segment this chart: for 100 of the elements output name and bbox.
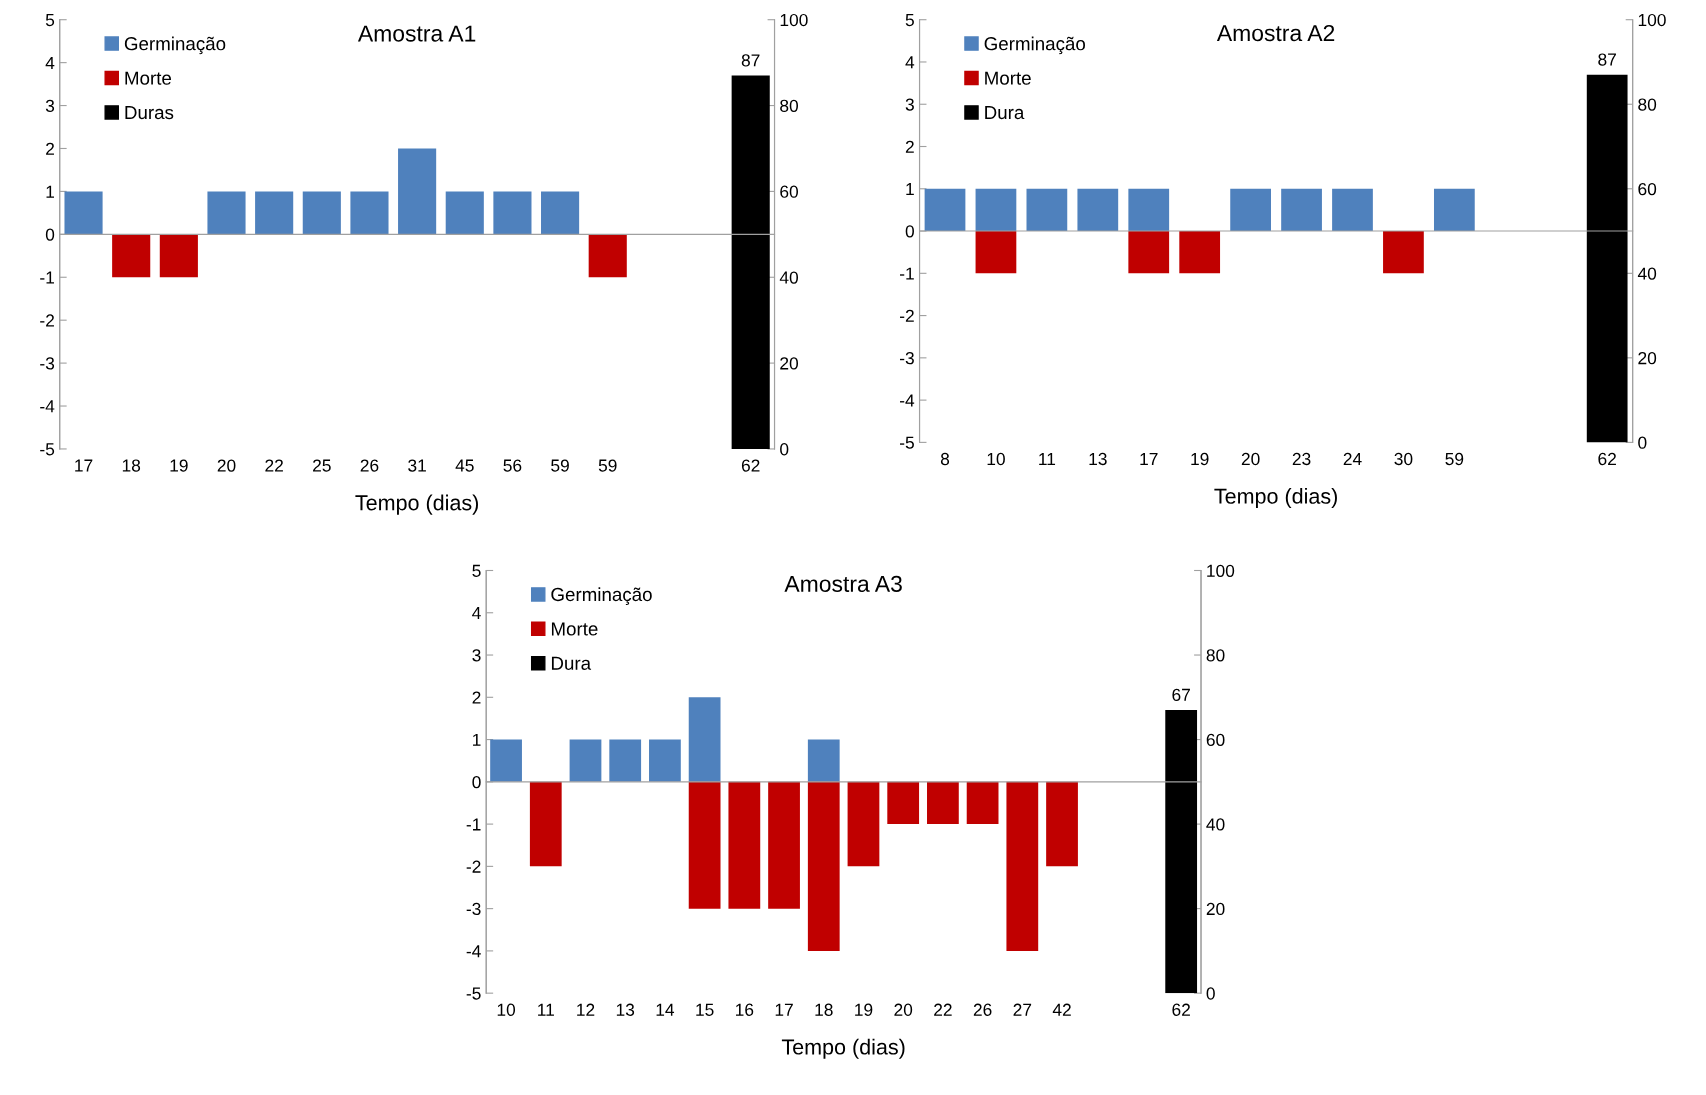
x-tick-label: 45 xyxy=(455,459,474,472)
bar xyxy=(207,191,246,235)
x-tick-label: 12 xyxy=(577,1003,595,1016)
legend-label: Germinação xyxy=(124,36,226,55)
x-tick-label: 30 xyxy=(1394,452,1413,466)
y2-tick-label: 100 xyxy=(780,13,808,27)
x-axis-title: Tempo (dias) xyxy=(1214,488,1337,509)
y2-tick-label: 60 xyxy=(1638,182,1657,196)
y-tick-label: -5 xyxy=(900,436,914,449)
y-tick-label: 5 xyxy=(472,564,481,577)
x-tick-label: 27 xyxy=(1013,1003,1032,1016)
y-tick-label: -3 xyxy=(40,357,55,370)
x-tick-label: 22 xyxy=(934,1003,952,1016)
x-tick-label: 19 xyxy=(170,459,188,472)
y-tick-label: -2 xyxy=(40,314,54,327)
x-axis-title: Tempo (dias) xyxy=(355,494,478,515)
bar xyxy=(490,739,522,782)
y-tick-label: 4 xyxy=(45,56,55,69)
bar xyxy=(807,739,840,782)
x-tick-label: 19 xyxy=(1191,452,1209,466)
x-tick-label: 15 xyxy=(696,1003,714,1016)
data-label: 67 xyxy=(1172,688,1190,701)
bar xyxy=(1046,781,1078,867)
y-tick-label: 0 xyxy=(472,776,481,789)
y-tick-label: 3 xyxy=(472,649,481,662)
x-tick-label: 59 xyxy=(1445,452,1464,466)
bar xyxy=(159,234,198,278)
legend-label: Germinação xyxy=(551,587,652,605)
y-tick-label: 1 xyxy=(906,183,914,196)
bar xyxy=(112,234,151,278)
y-tick-label: 4 xyxy=(472,607,481,620)
y-tick-label: -1 xyxy=(900,267,914,280)
x-tick-label: 17 xyxy=(775,1003,793,1016)
y-tick-label: -4 xyxy=(900,394,915,407)
x-tick-label: 22 xyxy=(265,459,283,472)
bar xyxy=(728,781,761,909)
legend-label: Morte xyxy=(125,71,172,85)
y2-tick-label: 80 xyxy=(1638,98,1657,111)
x-tick-label: 11 xyxy=(1039,453,1056,465)
x-tick-label: 18 xyxy=(122,459,141,472)
y2-tick-label: 40 xyxy=(1637,267,1657,280)
x-tick-label: 59 xyxy=(598,459,617,472)
y-tick-label: -1 xyxy=(40,271,54,284)
bar xyxy=(887,781,920,825)
bar xyxy=(493,191,532,235)
y2-tick-label: 0 xyxy=(1206,987,1215,1000)
bar xyxy=(807,781,840,951)
bar xyxy=(569,739,602,782)
bar xyxy=(541,191,580,235)
y-tick-label: 5 xyxy=(45,14,55,27)
x-tick-label: 59 xyxy=(551,459,569,472)
x-tick-label: 11 xyxy=(538,1003,554,1016)
y-tick-label: -1 xyxy=(466,818,481,831)
bar xyxy=(398,148,437,235)
x-tick-label: 16 xyxy=(736,1003,754,1016)
x-tick-label: 17 xyxy=(75,459,93,472)
y-tick-label: 2 xyxy=(46,142,54,155)
bar xyxy=(64,191,103,235)
bar xyxy=(688,781,721,909)
y2-tick-label: 80 xyxy=(780,99,799,113)
x-tick-label: 26 xyxy=(973,1003,992,1016)
y2-tick-label: 100 xyxy=(1638,13,1666,27)
y-tick-label: 1 xyxy=(46,185,54,198)
data-label: 87 xyxy=(1598,53,1616,66)
chart-title: Amostra A1 xyxy=(357,25,476,42)
y2-tick-label: 40 xyxy=(779,271,799,284)
x-tick-label: 19 xyxy=(855,1003,873,1016)
x-tick-label: 25 xyxy=(313,459,331,472)
bar xyxy=(302,191,341,235)
x-tick-label: 26 xyxy=(360,459,379,472)
x-tick-label: 10 xyxy=(987,452,1005,466)
x-tick-label: 31 xyxy=(408,459,426,472)
y-tick-label: 4 xyxy=(905,56,915,69)
x-tick-label: 24 xyxy=(1343,452,1362,465)
y-tick-label: 3 xyxy=(45,99,55,113)
y2-tick-label: 60 xyxy=(780,185,799,198)
legend-label: Morte xyxy=(551,622,598,636)
data-label: 87 xyxy=(741,54,760,67)
x-tick-label: 17 xyxy=(1140,453,1158,465)
chart-title: Amostra A3 xyxy=(784,575,902,592)
legend-label: Dura xyxy=(985,106,1025,120)
bar xyxy=(847,781,880,867)
y-tick-label: -5 xyxy=(466,987,481,1000)
bar xyxy=(966,781,999,825)
y-tick-label: -2 xyxy=(466,860,481,873)
y2-tick-label: 60 xyxy=(1206,733,1225,747)
bar xyxy=(255,191,294,235)
y2-tick-label: 20 xyxy=(1206,902,1225,916)
bar xyxy=(649,739,681,782)
y-tick-label: 0 xyxy=(905,225,914,238)
y-tick-label: -3 xyxy=(466,902,481,916)
x-axis-title: Tempo (dias) xyxy=(781,1038,905,1059)
y-tick-label: -5 xyxy=(40,443,55,456)
x-tick-label: 8 xyxy=(940,452,950,466)
y2-tick-label: 20 xyxy=(1638,352,1657,365)
x-tick-label: 10 xyxy=(497,1003,516,1016)
bar xyxy=(609,739,642,782)
y-tick-label: -4 xyxy=(40,400,55,413)
y2-tick-label: 20 xyxy=(780,357,799,370)
y-tick-label: 2 xyxy=(472,691,481,704)
